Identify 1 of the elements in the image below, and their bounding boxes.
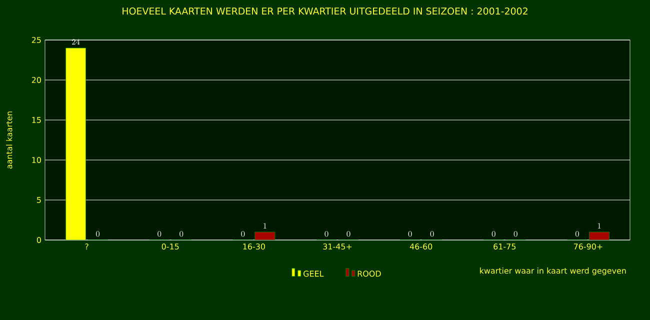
- chart-title: HOEVEEL KAARTEN WERDEN ER PER KWARTIER UITGEDEELD IN SEIZOEN : 2001-2002: [122, 8, 528, 15]
